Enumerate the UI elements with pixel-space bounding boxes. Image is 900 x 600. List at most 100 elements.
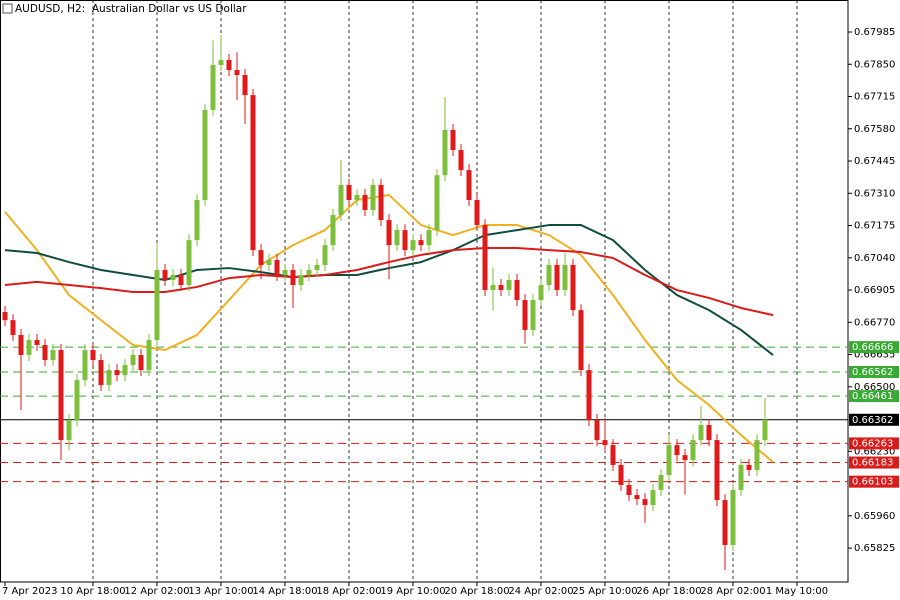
- candle-body: [138, 355, 144, 371]
- candle-body: [730, 490, 736, 545]
- candle-body: [162, 269, 168, 281]
- candle-body: [618, 464, 624, 485]
- candle-body: [442, 129, 448, 176]
- y-tick-label: 0.65825: [854, 543, 895, 554]
- candle-body: [474, 199, 480, 226]
- x-tick-label: 20 Apr 18:00: [444, 586, 509, 597]
- candle-body: [2, 312, 8, 321]
- candle-body: [594, 420, 600, 441]
- candle-body: [266, 259, 272, 265]
- candle-body: [394, 230, 400, 246]
- y-tick-label: 0.67445: [854, 156, 895, 167]
- candle-body: [650, 490, 656, 506]
- candle-body: [130, 355, 136, 366]
- candle-body: [170, 274, 176, 281]
- candle-body: [362, 194, 368, 211]
- candle-body: [106, 370, 112, 386]
- candle-body: [58, 350, 64, 441]
- candle-body: [578, 310, 584, 371]
- x-tick-label: 28 Apr 02:00: [700, 586, 765, 597]
- candle-body: [546, 264, 552, 286]
- candle-body: [538, 285, 544, 301]
- candle-body: [498, 285, 504, 291]
- candle-body: [506, 280, 512, 291]
- level-box: [849, 456, 899, 469]
- candle-body: [378, 184, 384, 221]
- y-tick-label: 0.67985: [854, 27, 895, 38]
- candle-body: [626, 485, 632, 496]
- candle-body: [658, 474, 664, 491]
- candle-body: [346, 184, 352, 200]
- level-label: 0.66666: [852, 342, 893, 353]
- candle-body: [178, 274, 184, 286]
- candle-body: [514, 280, 520, 301]
- y-tick-label: 0.67175: [854, 221, 895, 232]
- level-label: 0.66183: [852, 458, 893, 469]
- candle-body: [762, 419, 768, 441]
- candle-body: [66, 420, 72, 441]
- symbol-icon: [2, 3, 13, 14]
- candle-body: [450, 129, 456, 151]
- candle-body: [74, 380, 80, 421]
- candle-body: [570, 264, 576, 311]
- candle-body: [370, 184, 376, 211]
- x-tick-label: 26 Apr 18:00: [636, 586, 701, 597]
- candle-body: [434, 175, 440, 231]
- x-tick-label: 25 Apr 10:00: [572, 586, 637, 597]
- x-tick-label: 14 Apr 18:00: [252, 586, 317, 597]
- x-tick-label: 19 Apr 10:00: [380, 586, 445, 597]
- x-tick-label: 24 Apr 02:00: [508, 586, 573, 597]
- candle-body: [746, 464, 752, 470]
- candle-body: [154, 269, 160, 340]
- candle-body: [186, 240, 192, 286]
- candle-body: [714, 440, 720, 501]
- level-box: [849, 365, 899, 378]
- candle-body: [426, 230, 432, 246]
- candle-body: [290, 269, 296, 286]
- level-box: [849, 475, 899, 488]
- candle-body: [98, 360, 104, 386]
- x-tick-label: 13 Apr 10:00: [188, 586, 253, 597]
- level-box: [849, 341, 899, 354]
- candle-body: [458, 150, 464, 171]
- x-tick-label: 1 May 10:00: [766, 586, 828, 597]
- candle-body: [114, 370, 120, 376]
- candle-body: [738, 464, 744, 491]
- candle-body: [314, 264, 320, 270]
- candles-layer: [2, 35, 768, 571]
- candle-body: [34, 339, 40, 345]
- current-price-box: [849, 413, 899, 426]
- candle-body: [218, 59, 224, 65]
- candle-body: [282, 269, 288, 275]
- candle-body: [226, 59, 232, 71]
- candle-body: [402, 230, 408, 251]
- candle-body: [18, 334, 24, 356]
- y-tick-label: 0.66905: [854, 285, 895, 296]
- moving-average: [4, 193, 774, 463]
- candle-body: [682, 455, 688, 461]
- candle-body: [410, 240, 416, 251]
- level-label: 0.66263: [852, 438, 893, 449]
- candle-body: [122, 365, 128, 376]
- candle-body: [690, 440, 696, 461]
- candle-body: [666, 445, 672, 475]
- candle-body: [10, 320, 16, 335]
- y-tick-label: 0.67040: [854, 253, 895, 264]
- candle-body: [530, 300, 536, 330]
- y-tick-label: 0.67310: [854, 188, 895, 199]
- candle-body: [586, 370, 592, 421]
- candle-body: [642, 499, 648, 506]
- y-tick-label: 0.67715: [854, 92, 895, 103]
- candle-body: [490, 285, 496, 291]
- y-tick-label: 0.66500: [854, 382, 895, 393]
- candle-body: [754, 440, 760, 470]
- candle-body: [146, 339, 152, 371]
- candle-body: [90, 350, 96, 361]
- level-label: 0.66562: [852, 367, 893, 378]
- candle-body: [258, 250, 264, 265]
- candle-body: [522, 300, 528, 330]
- x-tick-label: 7 Apr 2023: [2, 586, 57, 597]
- candle-body: [202, 109, 208, 200]
- current-price-label: 0.66362: [852, 415, 893, 426]
